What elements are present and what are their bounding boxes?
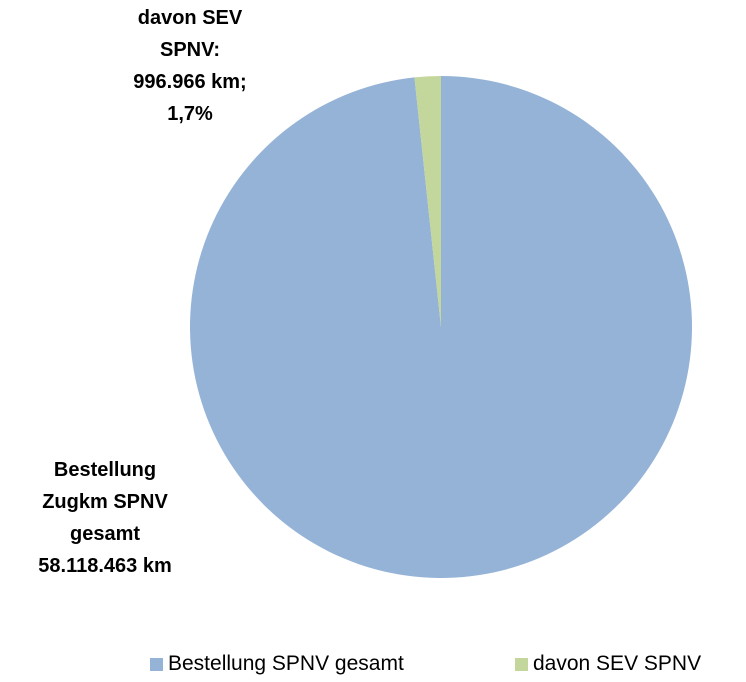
legend-swatch xyxy=(515,657,528,671)
legend-swatch xyxy=(150,657,163,671)
legend-label: Bestellung SPNV gesamt xyxy=(168,652,404,675)
legend-entry: Bestellung SPNV gesamt xyxy=(150,652,404,676)
data-label: Bestellung Zugkm SPNV gesamt 58.118.463 … xyxy=(38,459,172,577)
data-label: davon SEV SPNV: 996.966 km; 1,7% xyxy=(133,7,247,125)
pie-slice xyxy=(414,76,441,327)
legend-label: davon SEV SPNV xyxy=(533,652,702,675)
legend-entry: davon SEV SPNV xyxy=(515,652,701,676)
pie-slice xyxy=(190,76,693,578)
